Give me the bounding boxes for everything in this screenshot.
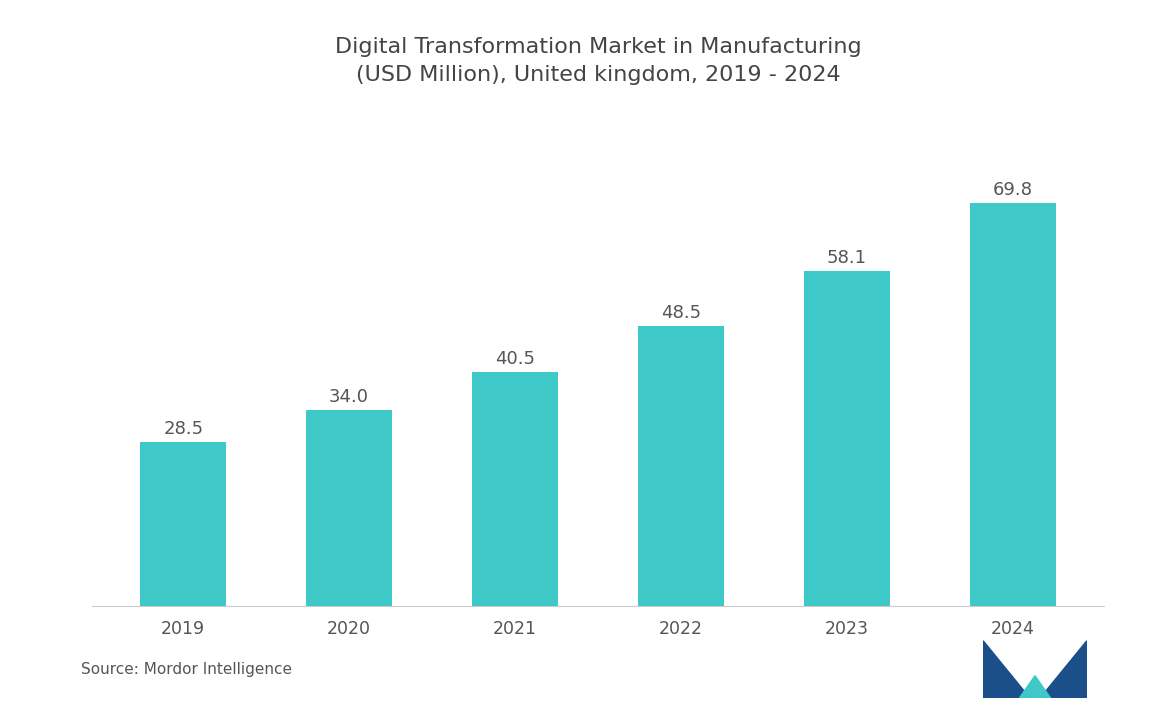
Text: Digital Transformation Market in Manufacturing
(USD Million), United kingdom, 20: Digital Transformation Market in Manufac… xyxy=(335,37,861,85)
Bar xyxy=(140,442,227,606)
Text: 28.5: 28.5 xyxy=(163,419,204,438)
Bar xyxy=(638,326,724,606)
Polygon shape xyxy=(1020,675,1051,698)
Polygon shape xyxy=(983,641,1030,698)
Text: 48.5: 48.5 xyxy=(661,304,702,322)
Text: Source: Mordor Intelligence: Source: Mordor Intelligence xyxy=(81,662,291,677)
Polygon shape xyxy=(1040,641,1087,698)
Text: 40.5: 40.5 xyxy=(494,350,535,368)
Text: 69.8: 69.8 xyxy=(992,181,1033,199)
Bar xyxy=(804,271,890,606)
Text: 58.1: 58.1 xyxy=(827,249,867,266)
Text: 34.0: 34.0 xyxy=(329,388,369,406)
Bar xyxy=(969,203,1056,606)
Bar xyxy=(306,410,392,606)
Bar xyxy=(472,372,558,606)
